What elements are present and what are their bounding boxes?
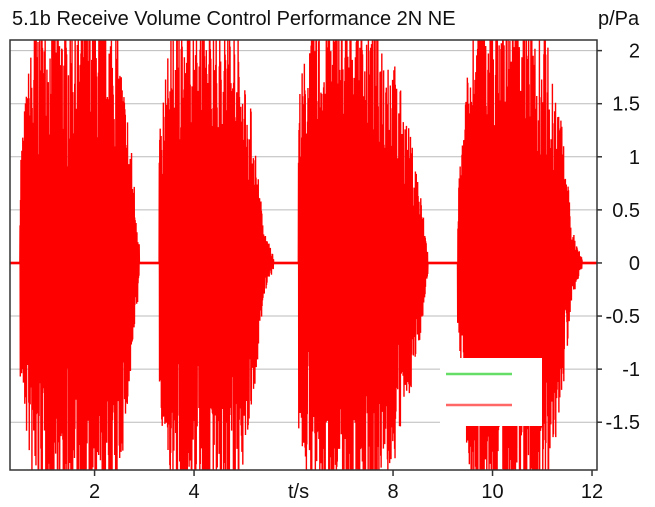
y-tick-label: 2 <box>629 41 640 63</box>
x-tick-label: 8 <box>387 481 398 503</box>
y-tick-label: 0 <box>629 253 640 275</box>
plot-area <box>10 40 597 470</box>
y-tick-label: 0.5 <box>612 200 640 222</box>
y-tick-label: 1 <box>629 147 640 169</box>
y-tick-label: 1.5 <box>612 94 640 116</box>
x-tick-label: 2 <box>89 481 100 503</box>
axes: 2 1.5 1 0.5 0 -0.5 -1 -1.5 2 4 8 10 12 t/s <box>9 39 640 503</box>
x-tick-label: 10 <box>481 481 503 503</box>
x-tick-label: 4 <box>188 481 199 503</box>
legend <box>440 358 542 426</box>
y-tick-label: -1 <box>622 359 640 381</box>
y-tick-label: -1.5 <box>606 412 640 434</box>
x-axis-label: t/s <box>288 481 309 503</box>
y-axis-label: p/Pa <box>598 8 640 30</box>
legend-box <box>440 358 542 426</box>
y-tick-label: -0.5 <box>606 306 640 328</box>
x-tick-label: 12 <box>581 481 603 503</box>
plot-frame <box>9 39 598 471</box>
chart-title: 5.1b Receive Volume Control Performance … <box>12 8 456 30</box>
signal-trace <box>10 40 597 470</box>
